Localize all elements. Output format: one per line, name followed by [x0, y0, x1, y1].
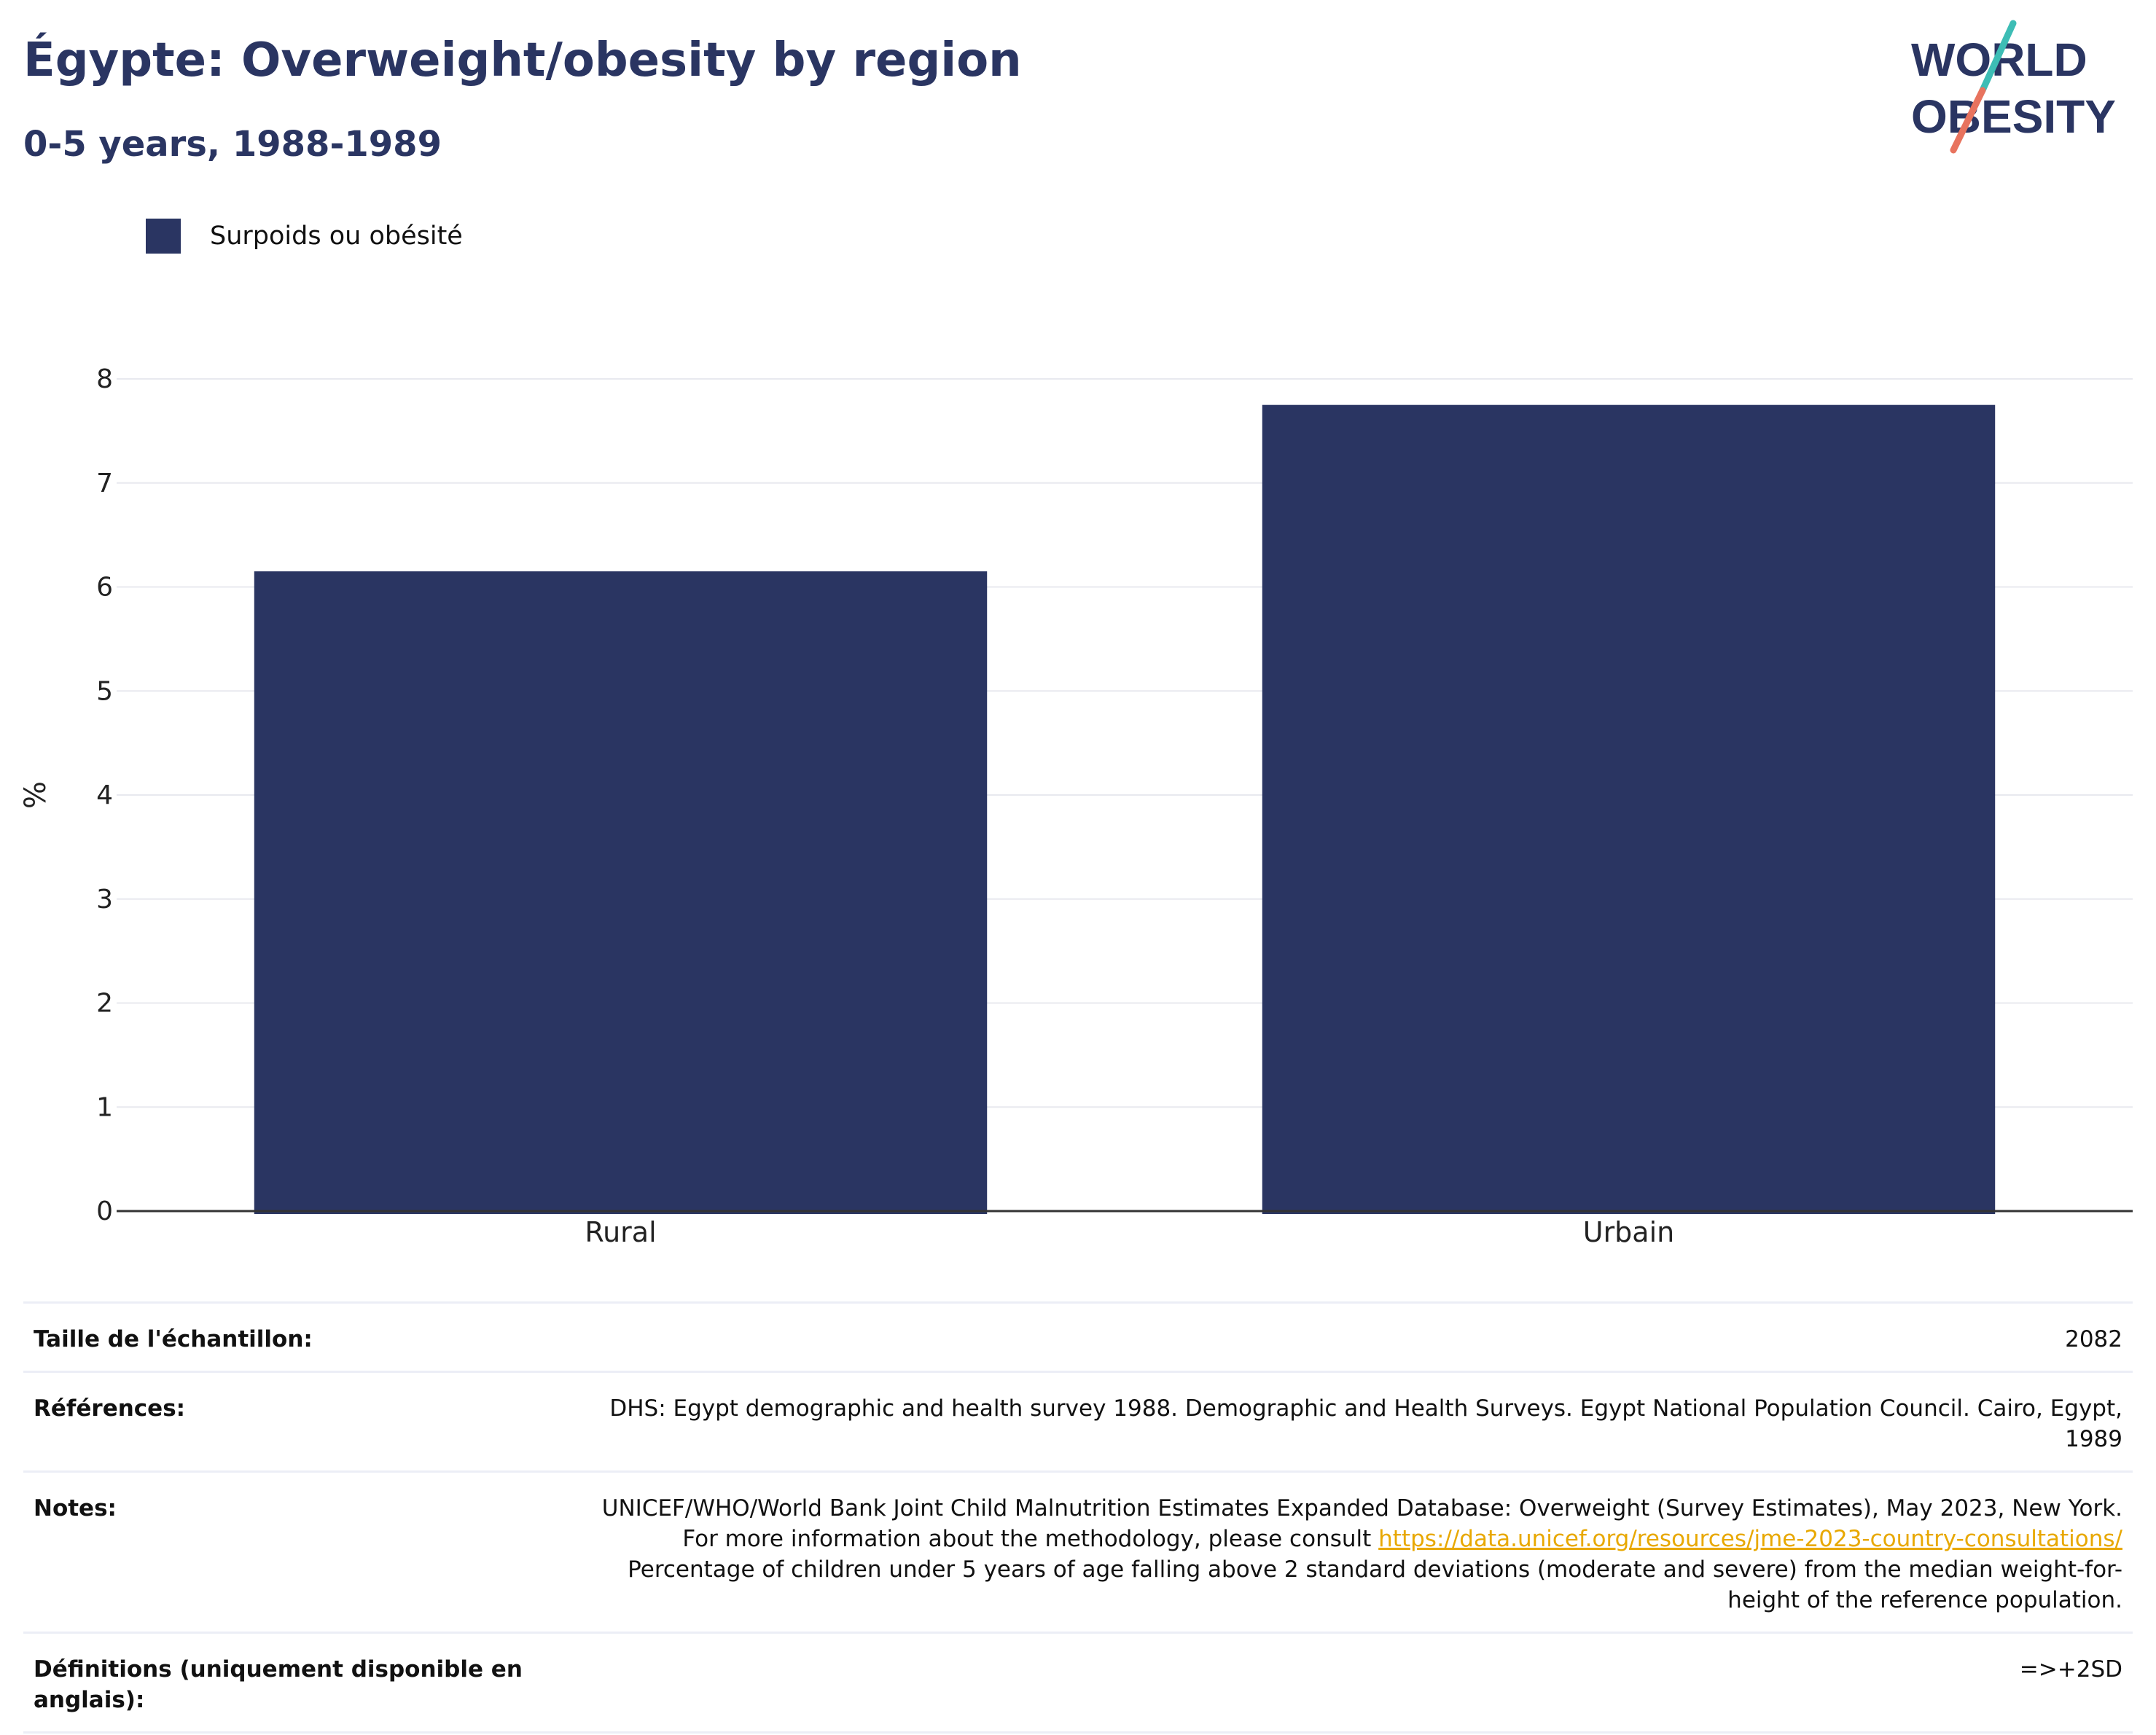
notes-text-1: UNICEF/WHO/World Bank Joint Child Malnut… — [601, 1495, 2122, 1552]
y-tick-label: 5 — [96, 676, 113, 706]
y-tick-label: 7 — [96, 469, 113, 498]
chart-title: Égypte: Overweight/obesity by region — [23, 34, 1022, 87]
info-row-definitions: Définitions (uniquement disponible en an… — [23, 1632, 2133, 1734]
logo-slash-coral — [1950, 87, 1986, 154]
references-value: DHS: Egypt demographic and health survey… — [609, 1395, 2122, 1452]
notes-value: UNICEF/WHO/World Bank Joint Child Malnut… — [592, 1493, 2122, 1615]
bar-urbain — [1262, 404, 1996, 1214]
info-row-sample-size: Taille de l'échantillon: 2082 — [23, 1301, 2133, 1371]
info-table: Taille de l'échantillon: 2082 Références… — [23, 1301, 2133, 1734]
y-tick-label: 2 — [96, 989, 113, 1019]
legend-swatch — [146, 219, 181, 254]
bar-chart: 0 1 2 3 4 5 6 7 8% Rural Urbain — [19, 364, 2133, 1248]
sample-size-value: 2082 — [2065, 1326, 2122, 1352]
y-tick-label: 1 — [96, 1092, 113, 1122]
y-tick-label: 4 — [96, 780, 113, 810]
notes-label: Notes: — [34, 1495, 117, 1521]
legend-label: Surpoids ou obésité — [210, 222, 463, 251]
x-tick-label: Urbain — [1583, 1216, 1675, 1248]
chart-subtitle: 0-5 years, 1988-1989 — [23, 124, 442, 165]
info-row-references: Références: DHS: Egypt demographic and h… — [23, 1371, 2133, 1470]
notes-link[interactable]: https://data.unicef.org/resources/jme-20… — [1378, 1526, 2122, 1552]
y-axis-label: % — [19, 781, 52, 809]
notes-text-2: Percentage of children under 5 years of … — [628, 1556, 2122, 1613]
world-obesity-logo: WORLD OBESITY — [1911, 20, 2116, 154]
logo-word-obesity: OBESITY — [1911, 90, 2116, 143]
y-tick-label: 3 — [96, 885, 113, 915]
logo-slash-teal — [1979, 20, 2017, 94]
y-tick-label: 8 — [96, 364, 113, 394]
bar-rural — [254, 571, 988, 1214]
definitions-label: Définitions (uniquement disponible en an… — [34, 1656, 523, 1713]
references-label: Références: — [34, 1395, 186, 1422]
y-tick-label: 6 — [96, 573, 113, 603]
sample-size-label: Taille de l'échantillon: — [34, 1326, 313, 1352]
info-row-notes: Notes: UNICEF/WHO/World Bank Joint Child… — [23, 1470, 2133, 1632]
chart-legend: Surpoids ou obésité — [146, 217, 463, 255]
y-tick-label: 0 — [96, 1197, 113, 1226]
x-tick-label: Rural — [585, 1216, 656, 1248]
definitions-value: =>+2SD — [2019, 1656, 2122, 1683]
